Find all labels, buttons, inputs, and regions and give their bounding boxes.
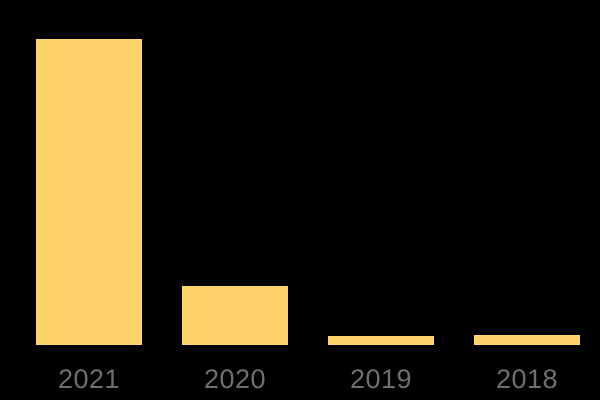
bar-2020 xyxy=(182,286,288,345)
x-axis-tick-label-2020: 2020 xyxy=(203,364,267,394)
x-axis-tick-label-2021: 2021 xyxy=(57,364,121,394)
bar-slot-2019: 2019 xyxy=(328,0,434,400)
bar-2019 xyxy=(328,336,434,345)
bar-slot-2018: 2018 xyxy=(474,0,580,400)
x-axis-tick-label-2019: 2019 xyxy=(349,364,413,394)
x-axis-tick-label-2018: 2018 xyxy=(495,364,559,394)
bar-slot-2020: 2020 xyxy=(182,0,288,400)
bar-2018 xyxy=(474,335,580,345)
bar-slot-2021: 2021 xyxy=(36,0,142,400)
bar-2021 xyxy=(36,39,142,345)
